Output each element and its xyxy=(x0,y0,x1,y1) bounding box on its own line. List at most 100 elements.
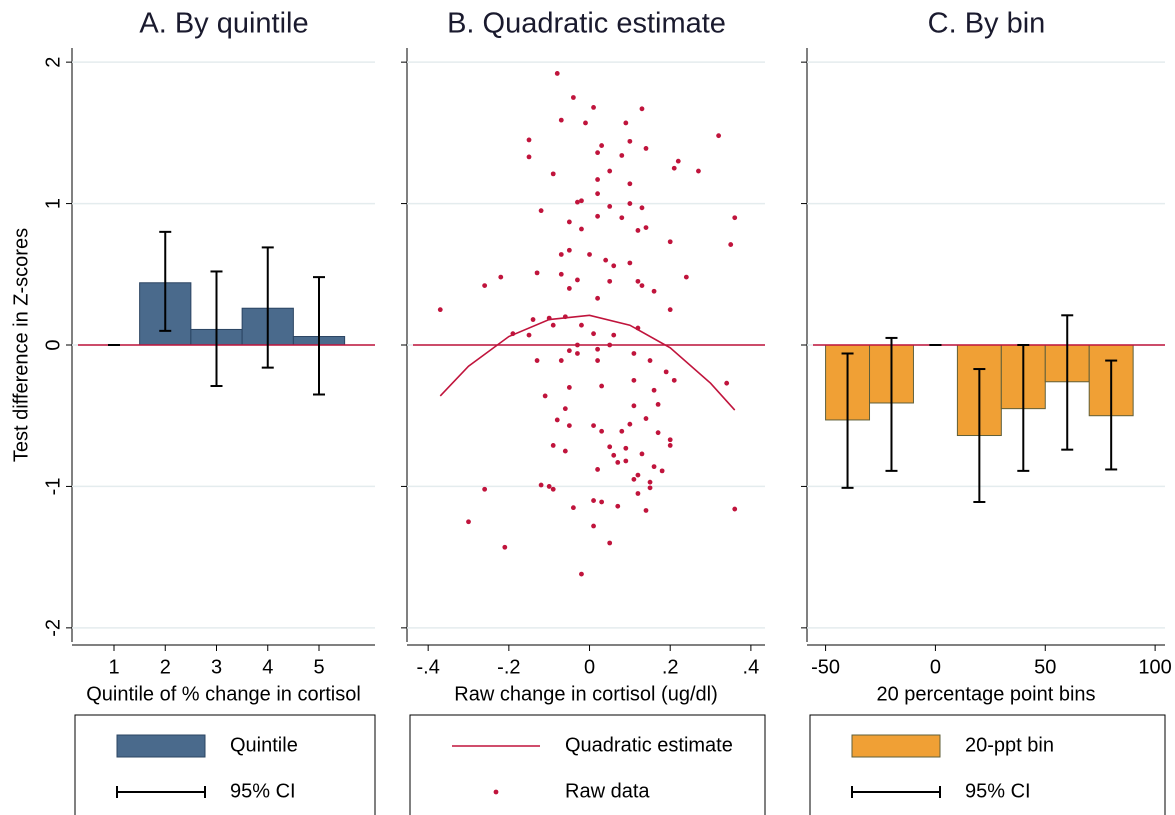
point xyxy=(570,95,576,100)
point xyxy=(627,201,633,206)
point xyxy=(538,208,544,214)
point xyxy=(655,402,661,407)
point xyxy=(591,331,596,337)
point xyxy=(550,486,556,492)
y-tick-label: -2 xyxy=(42,619,64,637)
point xyxy=(587,252,592,257)
point xyxy=(546,484,552,489)
point xyxy=(627,181,633,187)
point xyxy=(631,351,637,356)
x-tick-label: -50 xyxy=(811,656,840,678)
point xyxy=(627,260,633,266)
point xyxy=(595,467,600,472)
point xyxy=(534,358,540,363)
point xyxy=(575,277,580,283)
point xyxy=(635,278,641,284)
point xyxy=(675,158,681,164)
point xyxy=(647,479,653,485)
legend-label: 95% CI xyxy=(230,780,296,802)
y-tick-label: 2 xyxy=(42,57,64,68)
point xyxy=(437,307,443,313)
legend-label: Quadratic estimate xyxy=(565,734,733,756)
point xyxy=(724,380,730,386)
point xyxy=(583,120,588,126)
point xyxy=(599,383,605,389)
x-tick-label: 0 xyxy=(930,656,941,678)
y-tick-label: 1 xyxy=(42,198,64,209)
point xyxy=(647,485,653,491)
point xyxy=(615,459,621,465)
point xyxy=(623,120,629,126)
point xyxy=(671,377,677,383)
point xyxy=(619,153,625,158)
point xyxy=(599,428,605,434)
point xyxy=(716,133,722,139)
panel-title: A. By quintile xyxy=(139,8,308,40)
point xyxy=(575,199,580,205)
point xyxy=(611,263,617,269)
point xyxy=(671,165,677,171)
point xyxy=(651,464,657,470)
point xyxy=(595,358,600,363)
point xyxy=(558,271,564,277)
point xyxy=(635,472,641,478)
fit-line xyxy=(439,314,736,411)
x-tick-label: .4 xyxy=(743,656,760,678)
point xyxy=(591,105,596,110)
point xyxy=(667,239,673,245)
point xyxy=(562,448,568,454)
point xyxy=(482,486,488,492)
legend-box xyxy=(74,714,376,815)
point xyxy=(611,332,617,338)
x-tick-label: 1 xyxy=(108,656,119,678)
point xyxy=(510,331,516,337)
legend-box xyxy=(809,714,1166,815)
point xyxy=(599,143,605,148)
point xyxy=(595,295,600,301)
point xyxy=(635,228,641,233)
point xyxy=(655,430,661,436)
legend-swatch xyxy=(493,789,499,795)
point xyxy=(554,71,560,76)
point xyxy=(619,428,625,434)
y-tick-label: 0 xyxy=(42,339,64,350)
point xyxy=(566,286,572,291)
point xyxy=(498,274,504,280)
point xyxy=(639,283,645,288)
point xyxy=(542,393,548,399)
point xyxy=(607,342,613,348)
point xyxy=(643,225,649,231)
point xyxy=(683,274,689,280)
x-tick-label: -.2 xyxy=(497,656,520,678)
point xyxy=(599,499,605,505)
point xyxy=(558,117,564,123)
point xyxy=(635,491,641,496)
point xyxy=(639,106,645,112)
point xyxy=(538,482,544,488)
x-tick-label: -.4 xyxy=(416,656,439,678)
point xyxy=(502,544,508,550)
y-tick-label: -1 xyxy=(42,478,64,496)
point xyxy=(623,458,629,464)
point xyxy=(579,571,584,577)
x-tick-label: 4 xyxy=(262,656,273,678)
point xyxy=(647,358,653,363)
x-tick-label: 50 xyxy=(1034,656,1056,678)
point xyxy=(534,270,540,276)
panel-title: B. Quadratic estimate xyxy=(447,8,726,40)
point xyxy=(643,416,649,421)
x-tick-label: 0 xyxy=(584,656,595,678)
point xyxy=(651,288,657,294)
x-tick-label: 2 xyxy=(160,656,171,678)
point xyxy=(558,252,564,257)
point xyxy=(667,443,673,448)
point xyxy=(562,406,568,412)
point xyxy=(554,417,560,423)
point xyxy=(591,523,596,529)
x-tick-label: 5 xyxy=(313,656,324,678)
point xyxy=(623,445,629,451)
point xyxy=(566,247,572,253)
x-tick-label: 100 xyxy=(1138,656,1171,678)
point xyxy=(550,171,556,177)
point xyxy=(570,505,576,511)
